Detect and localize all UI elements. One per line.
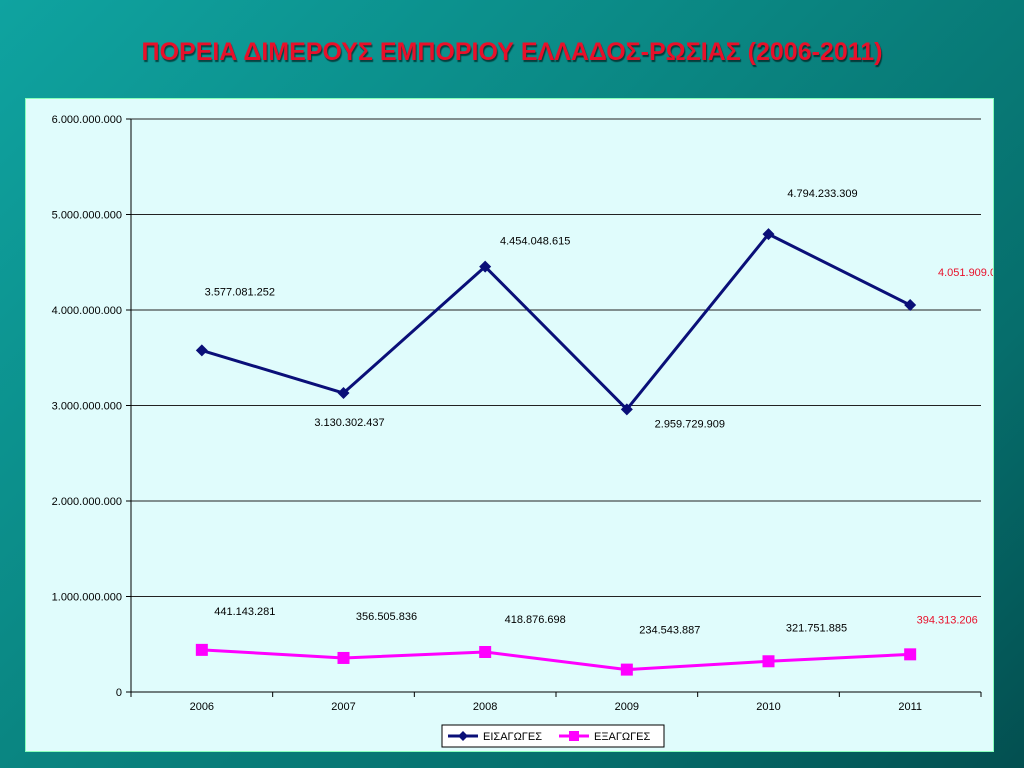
data-point bbox=[762, 655, 775, 668]
chart-panel: 0 1.000.000.000 2.000.000.000 3.000.000.000… bbox=[25, 98, 1008, 752]
data-label: 4.454.048.615 bbox=[500, 236, 570, 248]
data-label: 441.143.281 bbox=[214, 606, 275, 618]
data-point bbox=[479, 645, 492, 658]
y-tick-label: 2.000.000.000 bbox=[52, 496, 122, 508]
data-point bbox=[904, 648, 917, 661]
legend-swatch-marker bbox=[569, 731, 579, 741]
data-point bbox=[762, 228, 775, 241]
y-tick-label: 6.000.000.000 bbox=[52, 114, 122, 126]
legend-label: ΕΞΑΓΩΓΕΣ bbox=[594, 731, 651, 743]
data-label: 321.751.885 bbox=[786, 622, 847, 634]
legend-label: ΕΙΣΑΓΩΓΕΣ bbox=[483, 731, 542, 743]
page-title: ΠΟΡΕΙΑ ΔΙΜΕΡΟΥΣ ΕΜΠΟΡΙΟΥ ΕΛΛΑΔΟΣ-ΡΩΣΙΑΣ … bbox=[141, 38, 883, 66]
data-label: 418.876.698 bbox=[505, 614, 566, 626]
data-point bbox=[904, 299, 917, 312]
series-line-imports bbox=[201, 232, 911, 411]
x-tick-label: 2007 bbox=[331, 701, 355, 713]
y-tick-label: 1.000.000.000 bbox=[52, 592, 122, 604]
data-label: 234.543.887 bbox=[639, 625, 700, 637]
data-point bbox=[620, 663, 633, 676]
x-tick-label: 2006 bbox=[190, 701, 214, 713]
data-point bbox=[195, 344, 208, 357]
data-label: 3.577.081.252 bbox=[205, 286, 275, 298]
data-label: 4.794.233.309 bbox=[787, 188, 857, 200]
y-tick-label: 3.000.000.000 bbox=[52, 401, 122, 413]
x-tick-label: 2008 bbox=[473, 701, 497, 713]
data-point bbox=[620, 403, 633, 416]
y-tick-label: 5.000.000.000 bbox=[52, 210, 122, 222]
line-chart: 0 1.000.000.000 2.000.000.000 3.000.000.000… bbox=[52, 114, 1008, 748]
data-label: 356.505.836 bbox=[356, 611, 417, 623]
data-label: 4.051.909.063 bbox=[938, 267, 993, 279]
legend-box bbox=[441, 724, 665, 748]
y-tick-label: 4.000.000.000 bbox=[52, 305, 122, 317]
data-label: 394.313.206 bbox=[917, 614, 978, 626]
x-tick-label: 2009 bbox=[615, 701, 639, 713]
data-label: 2.959.729.909 bbox=[655, 418, 725, 430]
x-tick-label: 2010 bbox=[756, 701, 780, 713]
data-point bbox=[479, 260, 492, 273]
y-tick-label: 0 bbox=[116, 687, 122, 699]
data-label: 3.130.302.437 bbox=[314, 417, 384, 429]
series-line-exports bbox=[201, 648, 911, 672]
x-tick-label: 2011 bbox=[898, 701, 922, 713]
legend-swatch-marker bbox=[458, 731, 468, 741]
data-point bbox=[337, 387, 350, 400]
data-point bbox=[195, 643, 208, 656]
data-point bbox=[337, 651, 350, 664]
